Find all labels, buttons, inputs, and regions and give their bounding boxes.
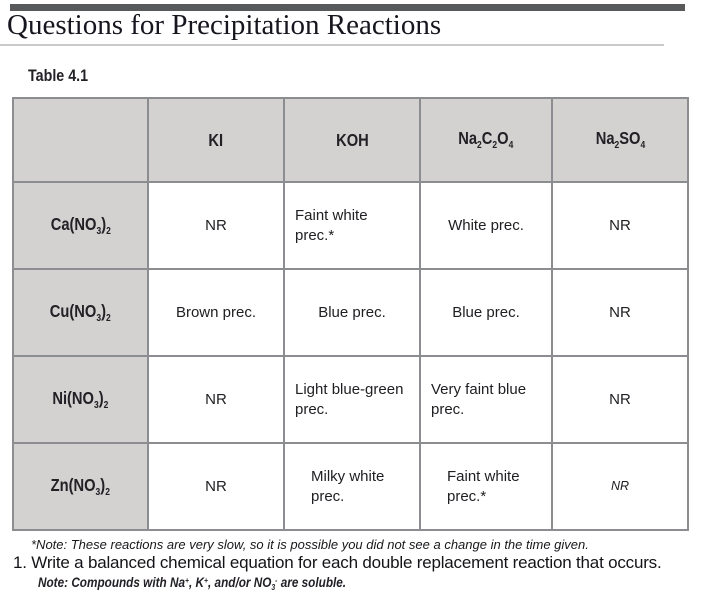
table-corner-cell <box>12 97 149 183</box>
table-cell: Light blue-green prec. <box>283 355 421 444</box>
table-footnote: *Note: These reactions are very slow, so… <box>31 537 589 552</box>
table-cell: NR <box>551 355 689 444</box>
table-cell: Very faint blue prec. <box>419 355 553 444</box>
column-header-koh: KOH <box>283 97 421 183</box>
table-cell: NR <box>147 181 285 270</box>
table-row-cu-nitrate: Cu(NO3)2 Brown prec. Blue prec. Blue pre… <box>12 268 689 357</box>
title-underline <box>0 44 664 46</box>
table-cell: Blue prec. <box>283 268 421 357</box>
column-header-na2so4-label: Na2SO4 <box>595 128 645 152</box>
row-header-zn-nitrate-label: Zn(NO3)2 <box>50 474 111 499</box>
table-cell: NR <box>551 442 689 531</box>
column-header-ki-label: KI <box>208 129 224 150</box>
solubility-note: Note: Compounds with Na+, K+, and/or NO3… <box>38 574 405 592</box>
page-title: Questions for Precipitation Reactions <box>7 9 442 41</box>
row-header-ni-nitrate: Ni(NO3)2 <box>12 355 149 444</box>
header-row: KI KOH Na2C2O4 Na2SO4 <box>12 97 689 183</box>
solubility-note-text: Note: Compounds with Na+, K+, and/or NO3… <box>38 574 347 592</box>
top-rule-bar <box>10 4 685 11</box>
column-header-koh-label: KOH <box>335 129 369 150</box>
column-header-na2c2o4: Na2C2O4 <box>419 97 553 183</box>
precipitation-table-wrapper: KI KOH Na2C2O4 Na2SO4 Ca(NO3)2 NR Faint … <box>12 97 689 531</box>
precipitation-table: KI KOH Na2C2O4 Na2SO4 Ca(NO3)2 NR Faint … <box>12 97 689 531</box>
table-cell: White prec. <box>419 181 553 270</box>
table-cell: NR <box>551 181 689 270</box>
row-header-ca-nitrate-label: Ca(NO3)2 <box>50 213 111 238</box>
row-header-ni-nitrate-label: Ni(NO3)2 <box>52 387 109 412</box>
row-header-cu-nitrate-label: Cu(NO3)2 <box>50 300 111 325</box>
table-cell: NR <box>147 355 285 444</box>
table-cell: Brown prec. <box>147 268 285 357</box>
column-header-na2so4: Na2SO4 <box>551 97 689 183</box>
table-row-zn-nitrate: Zn(NO3)2 NR Milky white prec. Faint whit… <box>12 442 689 531</box>
table-caption-text: Table 4.1 <box>28 66 89 85</box>
row-header-zn-nitrate: Zn(NO3)2 <box>12 442 149 531</box>
table-row-ni-nitrate: Ni(NO3)2 NR Light blue-green prec. Very … <box>12 355 689 444</box>
column-header-na2c2o4-label: Na2C2O4 <box>458 128 514 152</box>
column-header-ki: KI <box>147 97 285 183</box>
table-cell: Milky white prec. <box>283 442 421 531</box>
row-header-ca-nitrate: Ca(NO3)2 <box>12 181 149 270</box>
table-cell: NR <box>147 442 285 531</box>
table-cell: NR <box>551 268 689 357</box>
table-row-ca-nitrate: Ca(NO3)2 NR Faint white prec.* White pre… <box>12 181 689 270</box>
table-cell: Blue prec. <box>419 268 553 357</box>
table-cell: Faint white prec.* <box>283 181 421 270</box>
question-1: 1. Write a balanced chemical equation fo… <box>13 553 662 572</box>
table-cell: Faint white prec.* <box>419 442 553 531</box>
row-header-cu-nitrate: Cu(NO3)2 <box>12 268 149 357</box>
table-caption: Table 4.1 <box>28 66 100 86</box>
